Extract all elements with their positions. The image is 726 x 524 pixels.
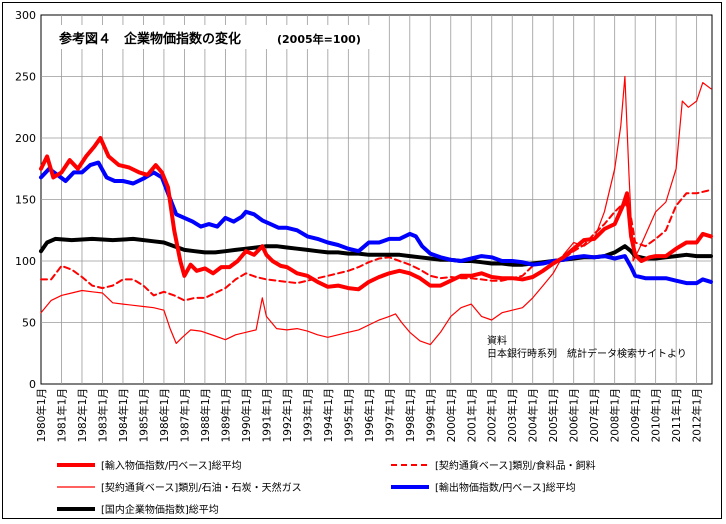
x-tick-label: 1987年1月 xyxy=(178,388,191,442)
x-axis: 1980年1月 1981年1月 1982年1月 1983年1月 1984年1月 1985年… xyxy=(35,388,704,442)
x-tick-label: 2002年1月 xyxy=(486,388,499,442)
chart-frame: 0 50 100 150 200 250 300 1980年1月 1981年1月 1982年1月… xyxy=(2,2,722,519)
x-tick-label: 2008年1月 xyxy=(609,388,622,442)
x-tick-label: 1985年1月 xyxy=(137,388,150,442)
x-tick-label: 2007年1月 xyxy=(588,388,601,442)
source-note-line: 資料 xyxy=(487,334,507,347)
legend-label-3: [契約通貨ベース]類別/石油・石炭・天然ガス xyxy=(101,481,302,494)
x-tick-label: 2009年1月 xyxy=(629,388,642,442)
series-line-4 xyxy=(39,160,713,286)
legend: [輸入物価指数/円ベース]総平均 [契約通貨ベース]類別/食料品・飼料 [契約通貨ベ… xyxy=(57,459,596,516)
y-tick-label: 250 xyxy=(15,71,36,84)
y-tick-label: 0 xyxy=(29,378,36,391)
source-note-line: 日本銀行時系列 統計データ検索サイトより xyxy=(487,347,687,360)
x-tick-label: 1993年1月 xyxy=(301,388,314,442)
x-tick-label: 1986年1月 xyxy=(158,388,171,442)
x-tick-label: 2005年1月 xyxy=(547,388,560,442)
x-tick-label: 1999年1月 xyxy=(424,388,437,442)
x-tick-label: 1991年1月 xyxy=(260,388,273,442)
y-tick-label: 150 xyxy=(15,194,36,207)
x-tick-label: 2004年1月 xyxy=(527,388,540,442)
x-tick-label: 2001年1月 xyxy=(465,388,478,442)
y-tick-label: 50 xyxy=(22,317,36,330)
x-tick-label: 1997年1月 xyxy=(383,388,396,442)
title-box: 参考図４ 企業物価指数の変化 (2005年=100) xyxy=(53,25,388,49)
y-tick-label: 200 xyxy=(15,132,36,145)
x-tick-label: 1984年1月 xyxy=(117,388,130,442)
series-line-5 xyxy=(39,236,713,267)
legend-label-5: [国内企業物価指数]総平均 xyxy=(101,503,219,516)
x-tick-label: 2010年1月 xyxy=(650,388,663,442)
x-tick-label: 1995年1月 xyxy=(342,388,355,442)
x-tick-label: 1989年1月 xyxy=(219,388,232,442)
grid-lines xyxy=(40,14,713,385)
series-line-2 xyxy=(40,188,712,302)
x-tick-label: 1980年1月 xyxy=(35,388,48,442)
price-index-chart: 0 50 100 150 200 250 300 1980年1月 1981年1月 1982年1月… xyxy=(15,9,713,516)
series-line-3 xyxy=(40,75,712,346)
x-tick-label: 1992年1月 xyxy=(281,388,294,442)
y-tick-label: 300 xyxy=(15,9,36,22)
legend-label-4: [輸出物価指数/円ベース]総平均 xyxy=(435,481,576,494)
x-tick-label: 2006年1月 xyxy=(568,388,581,442)
series-line-1 xyxy=(39,136,713,292)
y-axis: 0 50 100 150 200 250 300 xyxy=(15,9,36,391)
x-tick-label: 2012年1月 xyxy=(691,388,704,442)
x-tick-label: 1982年1月 xyxy=(76,388,89,442)
x-tick-label: 1996年1月 xyxy=(363,388,376,442)
legend-label-1: [輸入物価指数/円ベース]総平均 xyxy=(101,459,242,472)
chart-title: 参考図４ 企業物価指数の変化 xyxy=(59,31,241,47)
x-tick-label: 2003年1月 xyxy=(506,388,519,442)
legend-label-2: [契約通貨ベース]類別/食料品・飼料 xyxy=(435,459,596,472)
x-tick-label: 1981年1月 xyxy=(55,388,68,442)
x-tick-label: 1990年1月 xyxy=(240,388,253,442)
x-tick-label: 2011年1月 xyxy=(670,388,683,442)
x-tick-label: 1983年1月 xyxy=(96,388,109,442)
y-tick-label: 100 xyxy=(15,255,36,268)
series-lines xyxy=(39,75,713,346)
x-tick-label: 2000年1月 xyxy=(445,388,458,442)
x-tick-label: 1998年1月 xyxy=(404,388,417,442)
x-tick-label: 1988年1月 xyxy=(199,388,212,442)
x-tick-label: 1994年1月 xyxy=(322,388,335,442)
chart-subtitle: (2005年=100) xyxy=(277,32,361,46)
